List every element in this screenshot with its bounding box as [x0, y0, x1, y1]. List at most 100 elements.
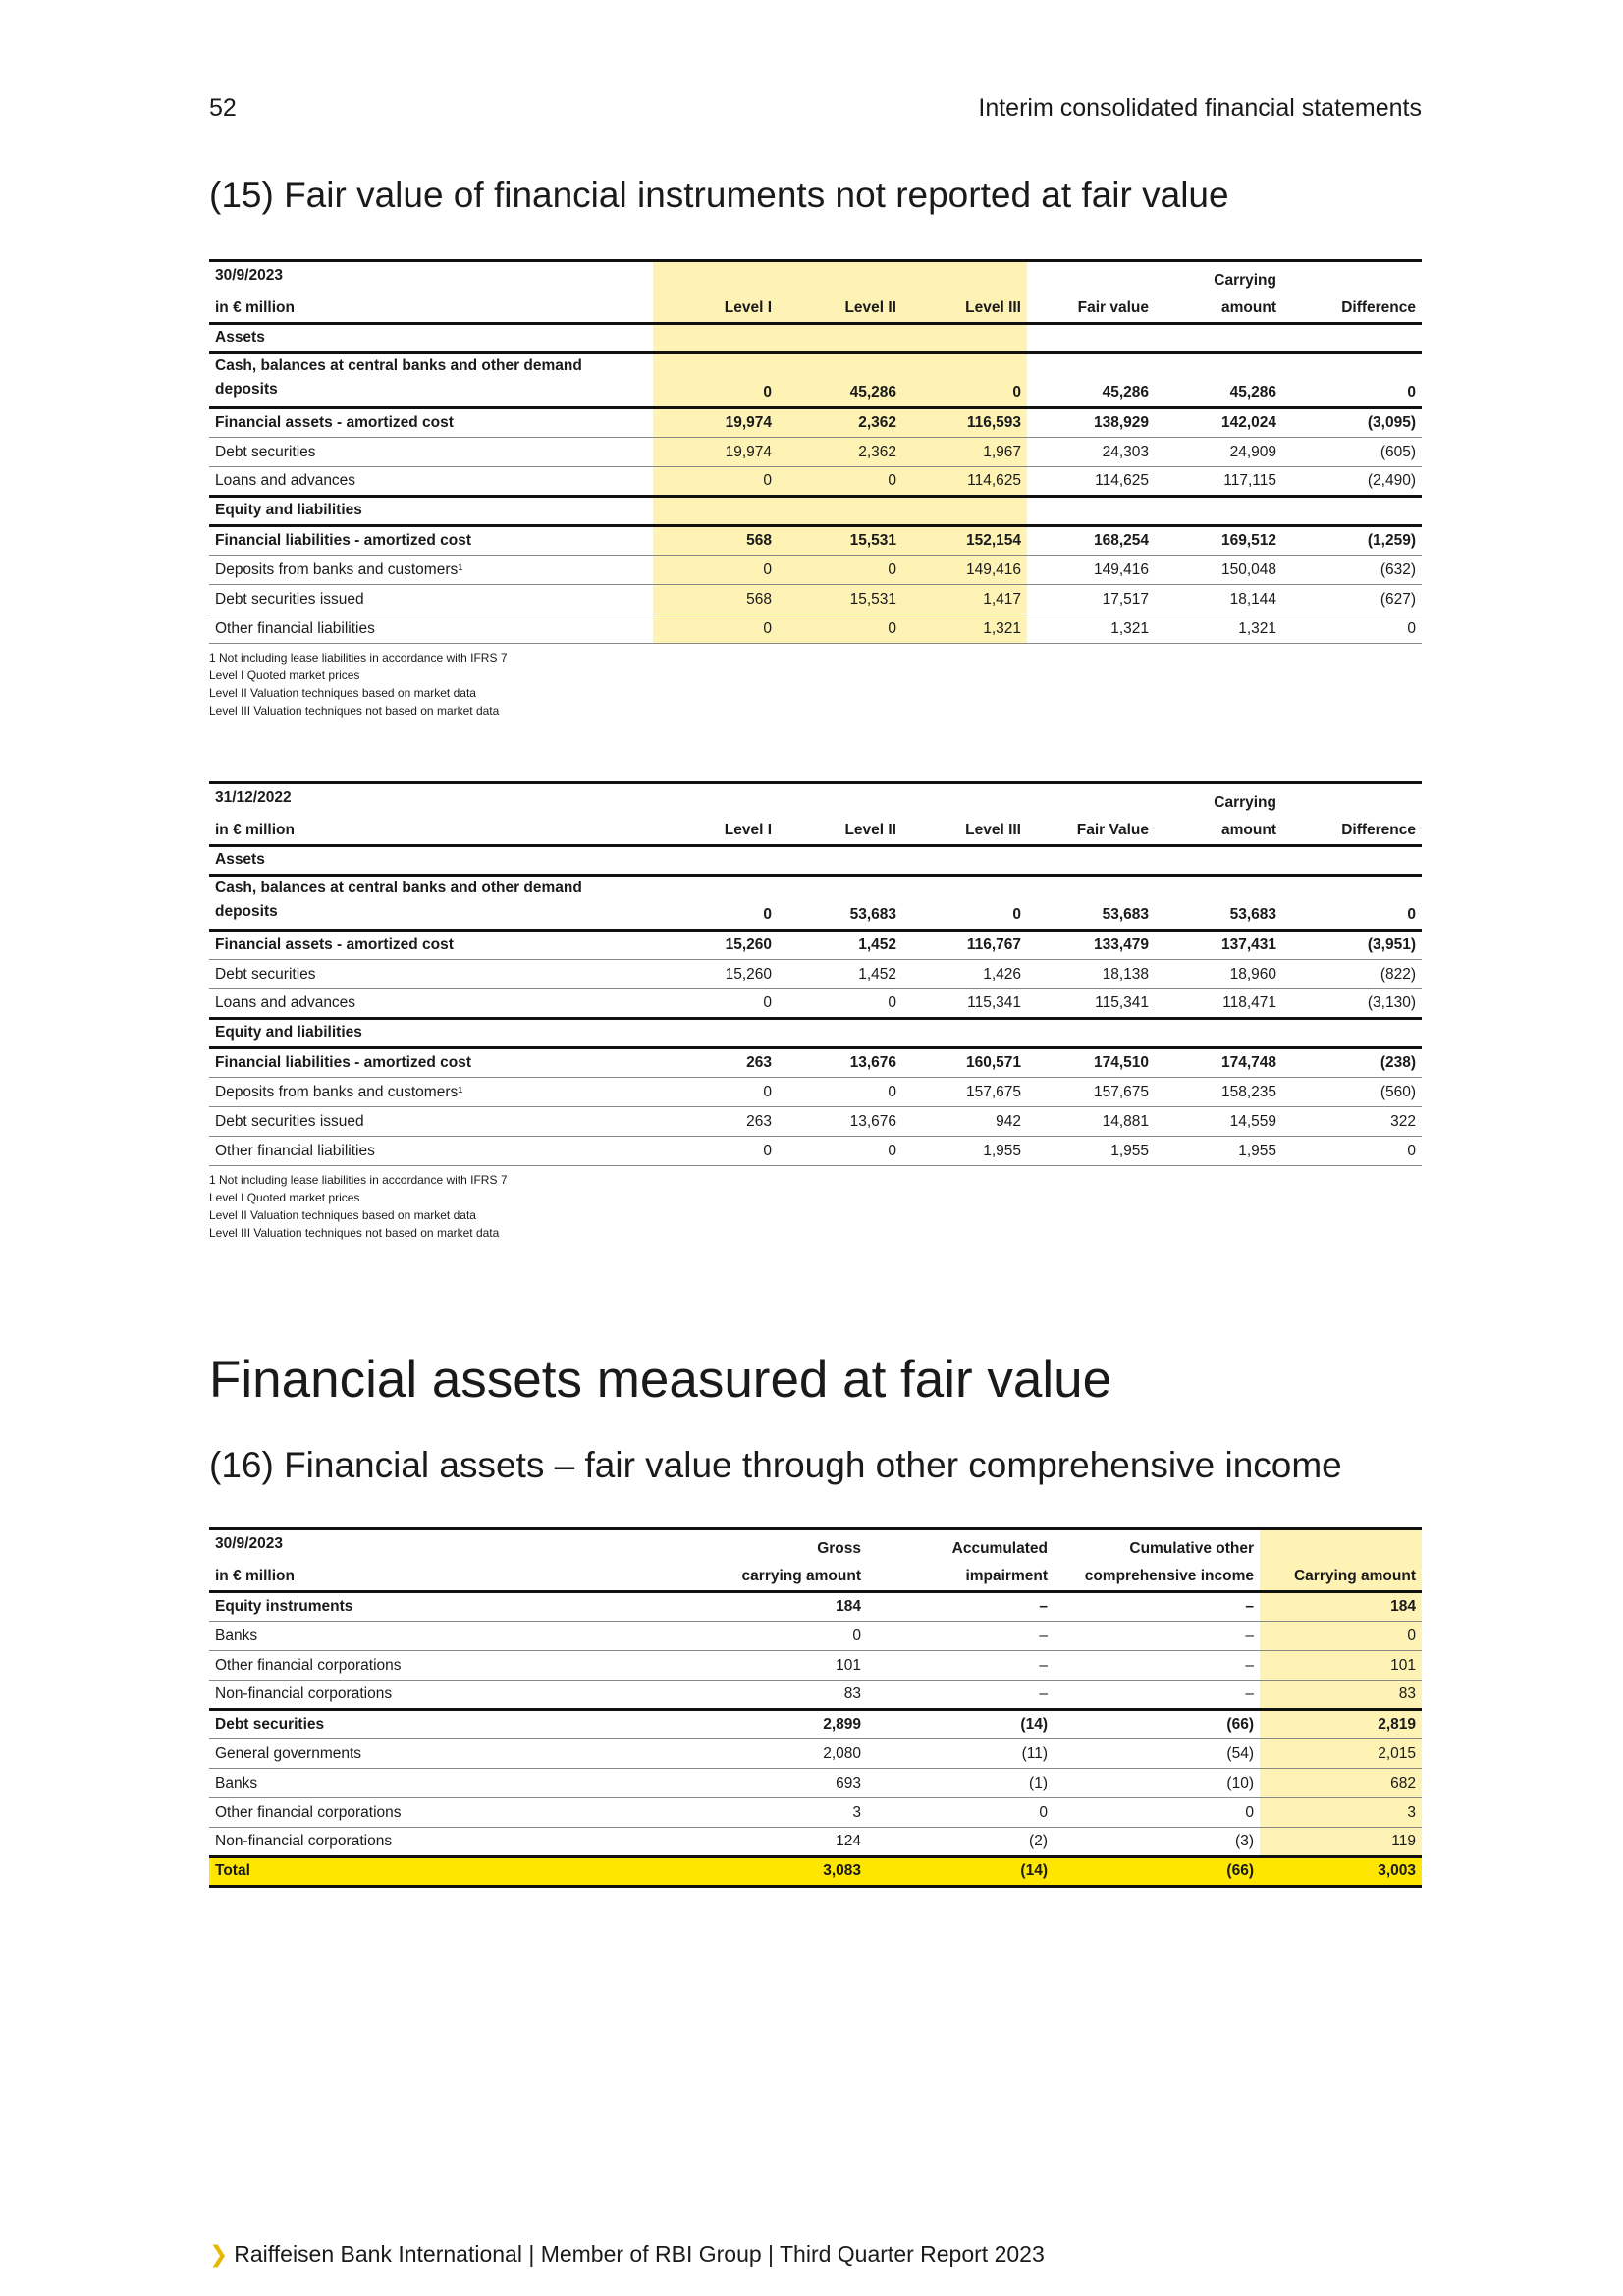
cell-value: (14)	[867, 1709, 1054, 1739]
cell-value	[778, 1018, 902, 1049]
footnote: 1 Not including lease liabilities in acc…	[209, 1173, 508, 1187]
footnote: Level I Quoted market prices	[209, 1191, 360, 1204]
cell-value: 2,080	[671, 1738, 867, 1769]
table-row: Financial assets - amortized cost 15,260 1…	[209, 930, 1422, 960]
cell-value: 53,683	[778, 875, 902, 932]
cell-value: 1,967	[902, 437, 1027, 467]
footer-text: Raiffeisen Bank International | Member o…	[234, 2241, 1045, 2267]
col-header: Level III	[902, 816, 1027, 847]
cell-value: 322	[1282, 1106, 1422, 1137]
table-row: Debt securities 19,974 2,362 1,967 24,303 24,…	[209, 437, 1422, 467]
cell-value: (627)	[1282, 584, 1422, 614]
cell-value: 133,479	[1027, 930, 1155, 960]
cell-value: 114,625	[1027, 466, 1155, 498]
cell-value: 19,974	[653, 407, 778, 438]
cell-value: 116,593	[902, 407, 1027, 438]
row-label: General governments	[209, 1738, 671, 1769]
cell-value: 263	[653, 1047, 778, 1078]
cell-value: 115,341	[902, 988, 1027, 1020]
cell-value: 0	[778, 988, 902, 1020]
row-label: Equity and liabilities	[209, 1018, 653, 1049]
col-header: Gross	[671, 1527, 867, 1563]
cell-value: 693	[671, 1768, 867, 1798]
table-unit: in € million	[209, 1562, 671, 1593]
footnotes: 1 Not including lease liabilities in acc…	[209, 649, 1422, 720]
row-label: Banks	[209, 1768, 671, 1798]
cell-value: 0	[653, 466, 778, 498]
cell-value: 101	[671, 1650, 867, 1681]
table-row: Financial liabilities - amortized cost 56…	[209, 525, 1422, 556]
row-label: Deposits from banks and customers¹	[209, 1077, 653, 1107]
table-row: Deposits from banks and customers¹ 0 0 157,…	[209, 1077, 1422, 1107]
cell-value: (3,951)	[1282, 930, 1422, 960]
cell-value: 18,138	[1027, 959, 1155, 989]
cell-value: 83	[1260, 1680, 1422, 1711]
cell-value: 124	[671, 1827, 867, 1857]
cell-value: 184	[671, 1591, 867, 1622]
cell-value: –	[1054, 1621, 1260, 1651]
cell-value	[1155, 1018, 1282, 1049]
cell-value: 2,899	[671, 1709, 867, 1739]
row-label: Debt securities issued	[209, 584, 653, 614]
footnotes: 1 Not including lease liabilities in acc…	[209, 1171, 1422, 1242]
table-row: Non-financial corporations 124 (2) (3) 119	[209, 1827, 1422, 1857]
table-row: Cash, balances at central banks and othe…	[209, 875, 1422, 932]
col-header: Level I	[653, 816, 778, 847]
cell-value: –	[867, 1621, 1054, 1651]
col-header: Accumulated	[867, 1527, 1054, 1563]
cell-value: 568	[653, 584, 778, 614]
cell-value: 0	[653, 555, 778, 585]
cell-value: 15,260	[653, 959, 778, 989]
cell-value	[1027, 1018, 1155, 1049]
footnote: Level II Valuation techniques based on m…	[209, 686, 476, 700]
cell-value: 160,571	[902, 1047, 1027, 1078]
cell-value: (1,259)	[1282, 525, 1422, 556]
table-row: Cash, balances at central banks and othe…	[209, 352, 1422, 409]
cell-value: 158,235	[1155, 1077, 1282, 1107]
cell-value: 118,471	[1155, 988, 1282, 1020]
cell-value: 15,531	[778, 584, 902, 614]
cell-value: –	[867, 1680, 1054, 1711]
table-row: Assets	[209, 323, 1422, 354]
cell-value: (822)	[1282, 959, 1422, 989]
cell-value: 14,559	[1155, 1106, 1282, 1137]
cell-value: 263	[653, 1106, 778, 1137]
table-date: 30/9/2023	[209, 259, 653, 294]
cell-value: 2,362	[778, 437, 902, 467]
cell-value: 45,286	[1155, 352, 1282, 409]
cell-value: 0	[653, 1077, 778, 1107]
section-heading-16: (16) Financial assets – fair value throu…	[209, 1445, 1342, 1485]
col-header: Carrying	[1155, 781, 1282, 817]
col-header: comprehensive income	[1054, 1562, 1260, 1593]
col-header: Fair value	[1027, 294, 1155, 325]
cell-value: 1,321	[1027, 614, 1155, 644]
cell-value: 114,625	[902, 466, 1027, 498]
col-header: Cumulative other	[1054, 1527, 1260, 1563]
table-row: Assets	[209, 845, 1422, 877]
row-label: Assets	[209, 323, 653, 354]
col-header: Level I	[653, 294, 778, 325]
cell-value: 2,819	[1260, 1709, 1422, 1739]
cell-value: 18,144	[1155, 584, 1282, 614]
cell-value: 1,955	[1155, 1136, 1282, 1166]
cell-value: 2,362	[778, 407, 902, 438]
table-row: Banks 0– –0	[209, 1621, 1422, 1651]
cell-value: –	[867, 1650, 1054, 1681]
row-label: Financial liabilities - amortized cost	[209, 1047, 653, 1078]
table-date: 31/12/2022	[209, 781, 653, 817]
row-label: Loans and advances	[209, 988, 653, 1020]
cell-value: 184	[1260, 1591, 1422, 1622]
col-header: impairment	[867, 1562, 1054, 1593]
col-header: Difference	[1282, 294, 1422, 325]
cell-value: 2,015	[1260, 1738, 1422, 1769]
row-label: Financial assets - amortized cost	[209, 930, 653, 960]
cell-value: (605)	[1282, 437, 1422, 467]
cell-value: 682	[1260, 1768, 1422, 1798]
cell-value	[1282, 496, 1422, 527]
cell-value: 157,675	[1027, 1077, 1155, 1107]
cell-value: 3,083	[671, 1855, 867, 1888]
cell-value: 0	[778, 1077, 902, 1107]
cell-value: 168,254	[1027, 525, 1155, 556]
table-row: Other financial corporations 101– –101	[209, 1650, 1422, 1681]
total-row: Total 3,083 (14) (66) 3,003	[209, 1855, 1422, 1888]
